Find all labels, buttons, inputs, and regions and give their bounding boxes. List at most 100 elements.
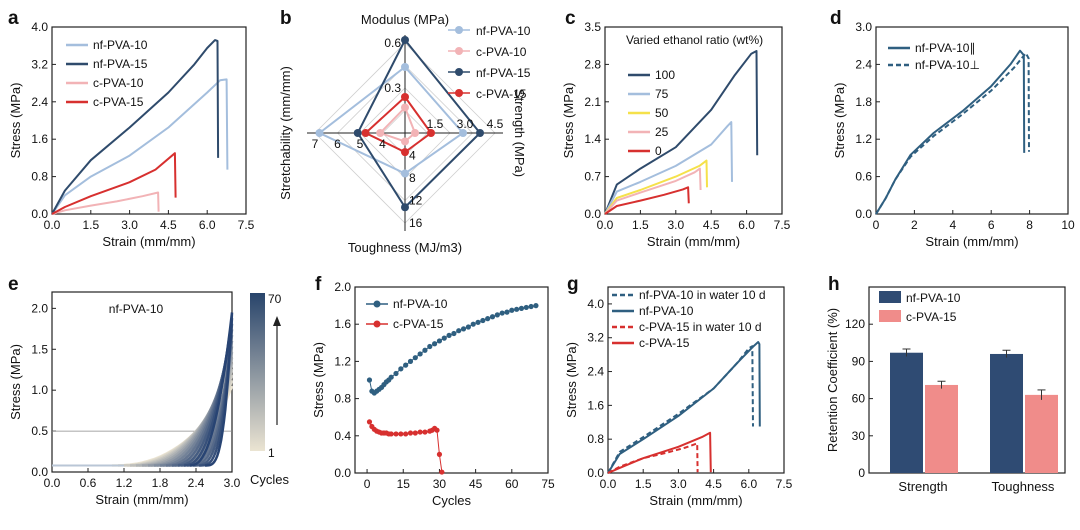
legend-marker — [455, 68, 463, 76]
legend-label: nf-PVA-15 — [93, 57, 148, 71]
data-point — [393, 431, 399, 437]
radar-tick-strength: 4.5 — [487, 117, 504, 131]
legend-label: 75 — [655, 87, 669, 101]
series-line-1 — [51, 39, 220, 215]
x-tick-label: 1.5 — [82, 218, 99, 232]
panel-letter: d — [830, 8, 842, 29]
data-point — [407, 358, 414, 364]
x-axis-label: Strain (mm/mm) — [647, 234, 740, 249]
radar-tick-toughness: 16 — [409, 216, 423, 230]
x-axis-label: Strain (mm/mm) — [925, 234, 1018, 249]
data-point — [398, 431, 404, 437]
y-tick-label: 4.0 — [31, 20, 48, 34]
y-tick-label: 2.4 — [855, 57, 872, 71]
y-tick-label: 0.5 — [31, 424, 48, 438]
series-line-0 — [875, 49, 1026, 215]
panel-c: c 0.0 1.5 3.0 4.5 6.0 7.5 0.0 0.7 1.4 2.1 2.8 3.5 Str… — [561, 8, 791, 249]
x-tick-label: 2.4 — [188, 476, 205, 490]
panel-e: e 0.0 0.6 1.2 1.8 2.4 3.0 0.0 0.5 1.0 1.5 2.0 Strain… — [8, 274, 290, 507]
y-axis-label: Stress (MPa) — [8, 344, 23, 420]
data-point — [422, 347, 428, 353]
legend-marker — [455, 89, 463, 97]
series-line-0 — [604, 50, 759, 215]
x-tick-label: 3.0 — [224, 476, 241, 490]
legend-label: nf-PVA-10 — [93, 38, 148, 52]
y-tick-label: 0.7 — [584, 170, 601, 184]
plot-frame — [875, 26, 1069, 215]
legend-label: c-PVA-15 in water 10 d — [639, 320, 762, 334]
data-point — [407, 430, 414, 436]
data-point — [451, 330, 457, 337]
x-tick-label: 4 — [949, 218, 956, 232]
x-axis-label: Strain (mm/mm) — [649, 493, 742, 508]
y-tick-label: 1.5 — [31, 342, 48, 356]
legend-label: nf-PVA-10 — [639, 304, 694, 318]
panel-letter: h — [828, 274, 840, 295]
series-line-0 — [51, 78, 229, 215]
radar-tick-modulus: 0.6 — [384, 36, 401, 50]
data-point — [499, 310, 505, 316]
legend-marker — [455, 26, 463, 34]
y-tick-label: 0.8 — [587, 432, 604, 446]
radar-tick-modulus: 0.3 — [384, 81, 401, 95]
radar-tick-toughness: 4 — [409, 149, 416, 163]
y-axis-label: Stress (MPa) — [832, 83, 847, 159]
series-line-2 — [51, 191, 160, 215]
series-line-1 — [875, 52, 1030, 215]
legend-label: nf-PVA-10∥ — [915, 41, 975, 55]
data-point — [518, 305, 525, 311]
y-tick-label: 0.0 — [584, 207, 601, 221]
data-point — [504, 309, 510, 315]
radar-point — [401, 103, 409, 112]
legend-label: c-PVA-15 — [93, 95, 144, 109]
radar-axis-title-toughness: Toughness (MJ/m3) — [348, 240, 462, 255]
data-point — [436, 451, 443, 457]
y-tick-label: 3.0 — [855, 20, 872, 34]
data-point — [427, 343, 433, 350]
radar-axis-title-strength: Strength (MPa) — [512, 89, 527, 177]
legend-label: 25 — [655, 125, 669, 139]
x-tick-label: 2 — [911, 218, 918, 232]
radar-axis-title-modulus: Modulus (MPa) — [361, 12, 449, 27]
legend-label: nf-PVA-10 — [476, 24, 531, 38]
panel-letter: b — [280, 8, 292, 29]
radar-point — [401, 63, 409, 71]
legend-label: nf-PVA-15 — [476, 66, 531, 80]
y-tick-label: 120 — [845, 317, 865, 331]
series-line-3 — [51, 152, 177, 215]
legend-label: nf-PVA-10 in water 10 d — [639, 288, 766, 302]
x-tick-label: 7.5 — [238, 218, 255, 232]
y-tick-label: 0.0 — [31, 207, 48, 221]
y-tick-label: 4.0 — [587, 297, 604, 311]
data-point — [489, 314, 496, 320]
y-tick-label: 60 — [852, 392, 866, 406]
legend-label: 100 — [655, 68, 675, 82]
series-line-2 — [607, 442, 699, 474]
y-tick-label: 0.0 — [31, 465, 48, 479]
y-tick-label: 1.0 — [31, 383, 48, 397]
radar-point — [401, 93, 409, 101]
radar-point — [361, 129, 370, 137]
data-point — [393, 370, 399, 377]
y-tick-label: 1.4 — [584, 132, 601, 146]
x-tick-label: 60 — [505, 477, 519, 491]
legend-swatch — [879, 291, 901, 303]
panel-b: b Modulus (MPa) Strength (MPa) Toughness (M… — [278, 8, 531, 255]
x-tick-label: 6.0 — [740, 477, 757, 491]
legend-marker — [455, 47, 463, 55]
y-tick-label: 2.1 — [584, 95, 601, 109]
panel-a: a 0.0 1.5 3.0 4.5 6.0 7.5 0.0 0.8 1.6 2.4 3.2 4.0 Str… — [8, 8, 255, 249]
series-line-0 — [607, 345, 754, 474]
data-point — [533, 303, 539, 309]
series-line-1 — [604, 121, 733, 215]
legend-title: Varied ethanol ratio (wt%) — [626, 33, 763, 47]
legend-marker — [373, 300, 381, 308]
plot-frame — [604, 26, 783, 215]
colorbar-max: 70 — [268, 292, 282, 306]
x-tick-label: 0 — [364, 477, 371, 491]
colorbar-arrowhead — [273, 316, 281, 326]
y-axis-label: Stress (MPa) — [8, 83, 23, 159]
y-tick-label: 0.0 — [587, 466, 604, 480]
legend-swatch — [879, 310, 901, 322]
plot-frame — [354, 286, 549, 474]
